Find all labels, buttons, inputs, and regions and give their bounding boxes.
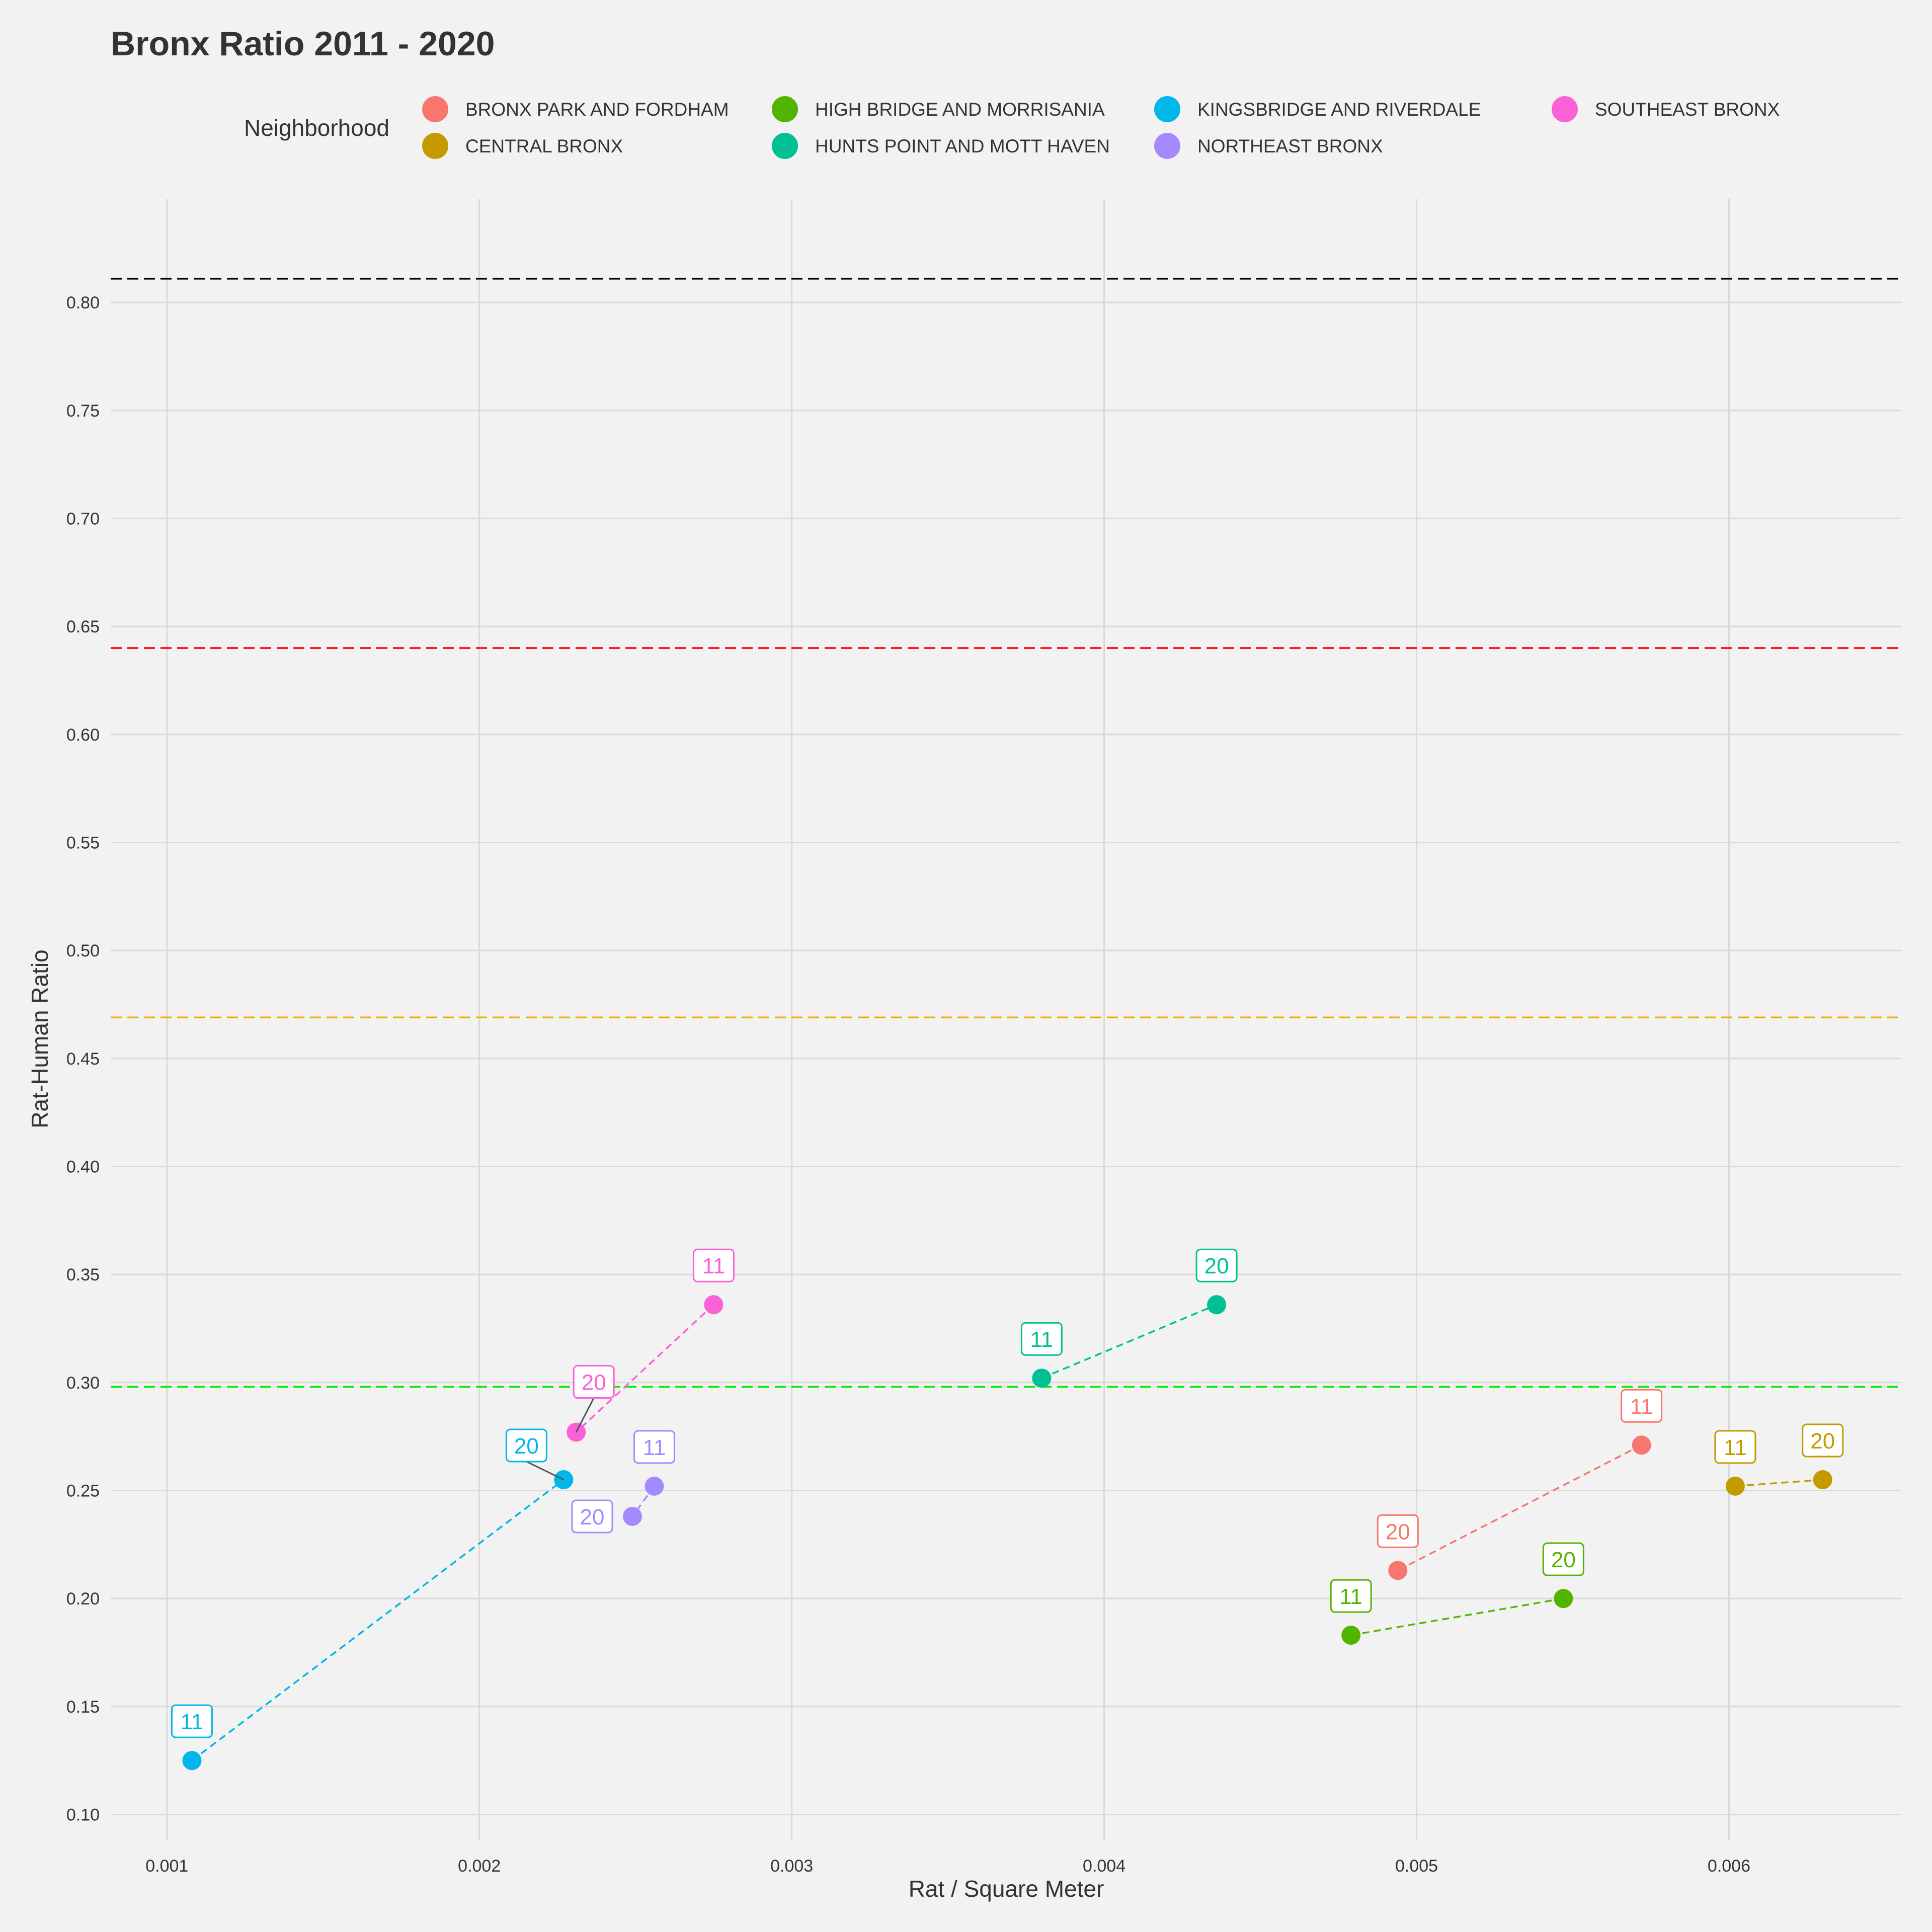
y-tick-label: 0.55 bbox=[66, 833, 100, 852]
point-label-box bbox=[171, 1704, 213, 1738]
y-tick-label: 0.40 bbox=[66, 1157, 100, 1176]
y-axis-ticks: 0.10 0.15 0.20 0.25 0.30 0.35 0.40 0.45 0.50 0.55… bbox=[66, 293, 100, 1824]
data-point bbox=[645, 1476, 664, 1496]
legend-label: HIGH BRIDGE AND MORRISANIA bbox=[815, 99, 1105, 120]
legend-key bbox=[772, 96, 798, 122]
y-tick-label: 0.80 bbox=[66, 293, 100, 312]
y-axis-title: Rat-Human Ratio bbox=[27, 949, 53, 1128]
point-label: 11 bbox=[643, 1435, 666, 1460]
y-tick-label: 0.45 bbox=[66, 1050, 100, 1069]
point-label: 11 bbox=[1339, 1584, 1362, 1609]
label-leader-line bbox=[526, 1461, 565, 1481]
point-label-box bbox=[633, 1430, 675, 1464]
data-points bbox=[182, 1295, 1832, 1770]
data-point bbox=[1341, 1626, 1361, 1645]
legend-title: Neighborhood bbox=[244, 115, 389, 141]
point-label-box bbox=[1714, 1430, 1756, 1464]
point-label: 20 bbox=[580, 1505, 604, 1530]
legend-key bbox=[1552, 96, 1578, 122]
legend-key bbox=[422, 96, 448, 122]
chart-title: Bronx Ratio 2011 - 2020 bbox=[111, 25, 495, 63]
point-label: 11 bbox=[1030, 1327, 1054, 1352]
grid bbox=[111, 199, 1901, 1840]
data-point bbox=[1554, 1589, 1573, 1608]
legend-label: NORTHEAST BRONX bbox=[1197, 136, 1383, 156]
legend: Neighborhood BRONX PARK AND FORDHAM CENTR… bbox=[244, 96, 1780, 159]
legend-label: SOUTHEAST BRONX bbox=[1595, 99, 1780, 120]
data-point bbox=[1725, 1476, 1745, 1496]
y-tick-label: 0.50 bbox=[66, 941, 100, 960]
series-line bbox=[1041, 1304, 1217, 1379]
data-point bbox=[1813, 1470, 1832, 1489]
x-tick-label: 0.003 bbox=[770, 1857, 813, 1876]
point-label: 20 bbox=[1810, 1429, 1835, 1454]
y-tick-label: 0.30 bbox=[66, 1374, 100, 1393]
point-label-box bbox=[573, 1365, 615, 1399]
legend-label: CENTRAL BRONX bbox=[465, 136, 623, 156]
legend-label: HUNTS POINT AND MOTT HAVEN bbox=[815, 136, 1110, 156]
y-tick-label: 0.10 bbox=[66, 1805, 100, 1824]
data-point bbox=[182, 1751, 202, 1770]
legend-label: BRONX PARK AND FORDHAM bbox=[465, 99, 729, 120]
point-label-box bbox=[1621, 1389, 1663, 1423]
point-label-box bbox=[1802, 1423, 1844, 1458]
x-tick-label: 0.005 bbox=[1395, 1857, 1438, 1876]
x-tick-label: 0.004 bbox=[1083, 1857, 1125, 1876]
data-point bbox=[1388, 1561, 1408, 1580]
y-tick-label: 0.60 bbox=[66, 726, 100, 745]
legend-key bbox=[772, 133, 798, 159]
series-line bbox=[576, 1304, 714, 1433]
series-line bbox=[1350, 1597, 1564, 1636]
y-tick-label: 0.70 bbox=[66, 509, 100, 528]
data-point bbox=[622, 1506, 642, 1526]
data-point bbox=[1032, 1369, 1052, 1388]
point-label-box bbox=[1377, 1514, 1419, 1548]
point-label-box bbox=[571, 1499, 613, 1534]
point-label: 11 bbox=[1630, 1394, 1653, 1419]
legend-key bbox=[422, 133, 448, 159]
point-label: 11 bbox=[1724, 1435, 1747, 1460]
y-tick-label: 0.25 bbox=[66, 1481, 100, 1500]
point-label: 11 bbox=[181, 1710, 204, 1734]
x-tick-label: 0.006 bbox=[1708, 1857, 1750, 1876]
x-tick-label: 0.001 bbox=[145, 1857, 188, 1876]
y-tick-label: 0.65 bbox=[66, 617, 100, 636]
point-label: 20 bbox=[1386, 1519, 1410, 1544]
series-line bbox=[191, 1479, 565, 1761]
point-labels: 11 20 11 20 11 20 11 20 11 20 11 20 11 20 bbox=[171, 1248, 1844, 1738]
point-label: 20 bbox=[514, 1434, 539, 1459]
data-point bbox=[1632, 1435, 1651, 1455]
data-point bbox=[704, 1295, 723, 1315]
point-label-box bbox=[1542, 1542, 1584, 1576]
y-tick-label: 0.20 bbox=[66, 1589, 100, 1608]
series-line bbox=[1735, 1479, 1823, 1487]
legend-key bbox=[1154, 96, 1180, 122]
point-label: 20 bbox=[1551, 1548, 1576, 1572]
x-axis-title: Rat / Square Meter bbox=[909, 1876, 1104, 1902]
point-label-box bbox=[692, 1248, 735, 1282]
y-tick-label: 0.75 bbox=[66, 401, 100, 421]
point-label: 20 bbox=[1204, 1254, 1229, 1278]
legend-items: BRONX PARK AND FORDHAM CENTRAL BRONX HIGH … bbox=[422, 96, 1780, 159]
legend-label: KINGSBRIDGE AND RIVERDALE bbox=[1197, 99, 1481, 120]
point-label: 20 bbox=[582, 1371, 606, 1395]
y-tick-label: 0.35 bbox=[66, 1265, 100, 1284]
point-label-box bbox=[1330, 1579, 1372, 1613]
point-label: 11 bbox=[702, 1254, 726, 1278]
x-axis-ticks: 0.001 0.002 0.003 0.004 0.005 0.006 bbox=[145, 1857, 1750, 1876]
x-tick-label: 0.002 bbox=[458, 1857, 501, 1876]
legend-key bbox=[1154, 133, 1180, 159]
point-label-box bbox=[1195, 1248, 1238, 1282]
point-label-box bbox=[1020, 1322, 1063, 1356]
data-point bbox=[1207, 1295, 1227, 1315]
point-label-box bbox=[505, 1428, 547, 1463]
y-tick-label: 0.15 bbox=[66, 1698, 100, 1717]
label-leader-line bbox=[575, 1397, 595, 1433]
